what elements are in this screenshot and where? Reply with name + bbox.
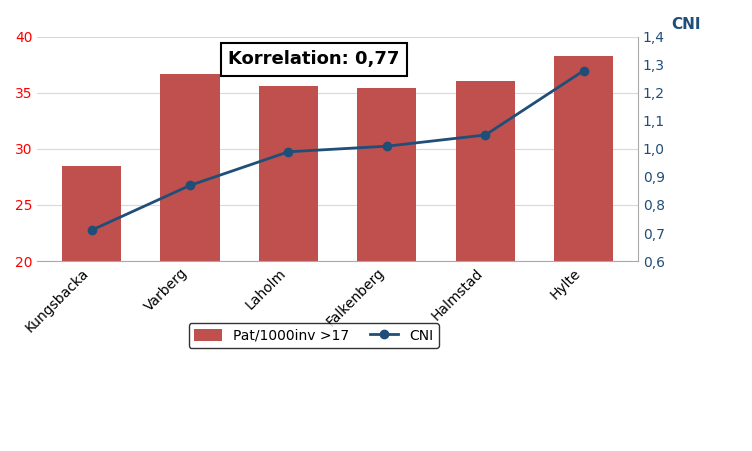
Bar xyxy=(62,166,121,451)
Bar xyxy=(456,81,515,451)
Legend: Pat/1000inv >17, CNI: Pat/1000inv >17, CNI xyxy=(189,323,438,348)
Text: Korrelation: 0,77: Korrelation: 0,77 xyxy=(228,51,399,69)
Bar xyxy=(357,88,417,451)
Bar xyxy=(554,56,614,451)
Bar xyxy=(160,74,220,451)
Text: CNI: CNI xyxy=(672,18,701,32)
Bar xyxy=(259,86,318,451)
